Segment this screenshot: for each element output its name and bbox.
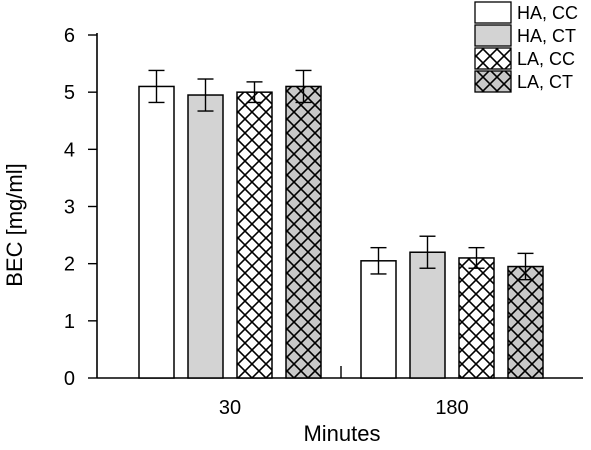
legend-swatch bbox=[474, 47, 512, 70]
bar-ha-cc-30 bbox=[138, 85, 175, 379]
y-tick-label: 1 bbox=[64, 311, 75, 333]
legend-swatch bbox=[474, 1, 512, 24]
bar-ha-ct-180 bbox=[409, 251, 446, 379]
legend-label: LA, CT bbox=[517, 72, 573, 92]
x-axis-label: Minutes bbox=[303, 421, 380, 445]
y-tick-label: 2 bbox=[64, 254, 75, 276]
legend-label: HA, CC bbox=[517, 3, 578, 23]
legend-label: HA, CT bbox=[517, 26, 576, 46]
y-tick-label: 3 bbox=[64, 197, 75, 219]
x-axis: 30 180 bbox=[97, 366, 583, 419]
legend: HA, CC HA, CT LA, CC LA, CT bbox=[474, 1, 578, 93]
bar-ha-ct-30 bbox=[187, 94, 224, 379]
x-tick-label: 180 bbox=[435, 397, 468, 419]
bar-la-ct-30 bbox=[285, 85, 322, 379]
y-axis: 0 1 2 3 4 5 6 bbox=[64, 25, 98, 390]
y-tick-label: 6 bbox=[64, 25, 75, 47]
y-tick-label: 5 bbox=[64, 82, 75, 104]
y-tick-label: 0 bbox=[64, 368, 75, 390]
legend-swatch bbox=[474, 70, 512, 93]
x-tick-label: 30 bbox=[219, 397, 241, 419]
y-axis-label: BEC [mg/ml] bbox=[2, 163, 27, 286]
bar-la-cc-180 bbox=[458, 257, 495, 379]
y-tick-label: 4 bbox=[64, 139, 75, 161]
bar-la-ct-180 bbox=[507, 265, 544, 379]
bars bbox=[138, 85, 544, 379]
legend-swatch bbox=[474, 24, 512, 47]
legend-label: LA, CC bbox=[517, 49, 575, 69]
bar-la-cc-30 bbox=[236, 91, 273, 379]
bar-ha-cc-180 bbox=[360, 260, 397, 379]
error-bars bbox=[148, 69, 534, 281]
